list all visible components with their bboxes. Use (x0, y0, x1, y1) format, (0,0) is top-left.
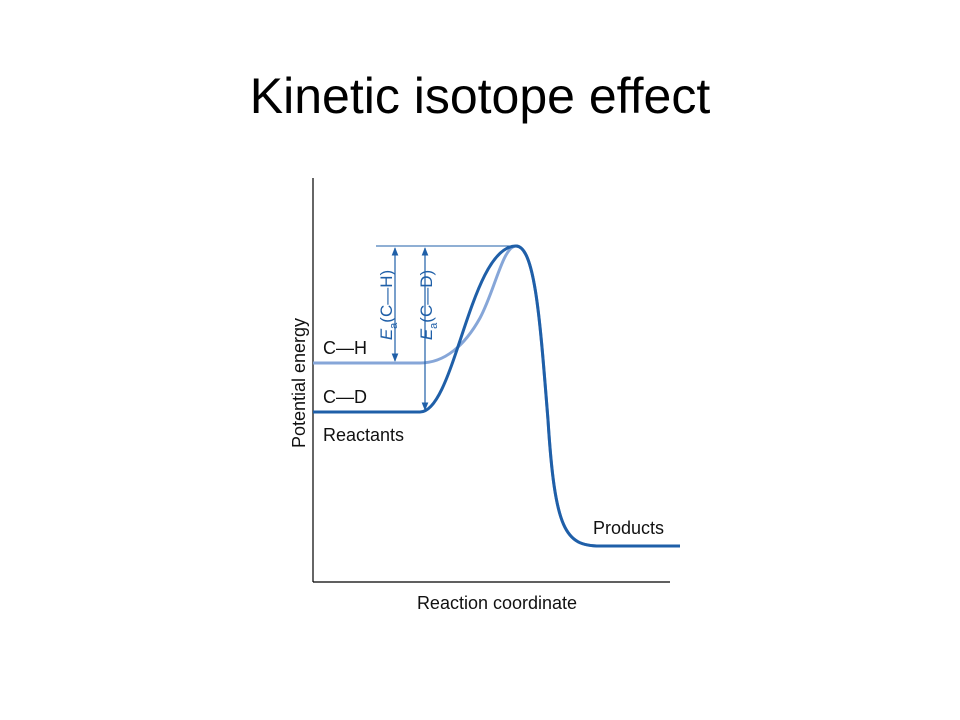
ea-subscript: a (428, 322, 440, 329)
ch-label: C—H (323, 338, 367, 358)
products-label: Products (593, 518, 664, 538)
ea-bond: (C—D) (417, 270, 436, 323)
slide-title: Kinetic isotope effect (250, 68, 711, 124)
x-axis-label: Reaction coordinate (417, 593, 577, 613)
reactants-label: Reactants (323, 425, 404, 445)
ea-bond: (C—H) (377, 270, 396, 323)
energy-diagram: Potential energy Reaction coordinate Ea(… (289, 178, 680, 613)
cd-curve (313, 244, 680, 548)
ch-curve (313, 244, 680, 548)
ea-cd-label: Ea(C—D) (417, 270, 440, 340)
ea-symbol: E (377, 328, 396, 340)
ea-subscript: a (388, 322, 400, 329)
cd-label: C—D (323, 387, 367, 407)
y-axis-label: Potential energy (289, 318, 309, 448)
ea-ch-label: Ea(C—H) (377, 270, 400, 340)
ea-symbol: E (417, 328, 436, 340)
